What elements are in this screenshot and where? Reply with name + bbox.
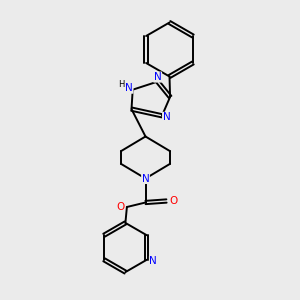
Text: H: H: [118, 80, 125, 89]
Text: N: N: [125, 83, 133, 93]
Text: O: O: [116, 202, 124, 212]
Text: N: N: [142, 173, 149, 184]
Text: N: N: [154, 72, 161, 82]
Text: O: O: [169, 196, 177, 206]
Text: N: N: [149, 256, 157, 266]
Text: N: N: [163, 112, 170, 122]
